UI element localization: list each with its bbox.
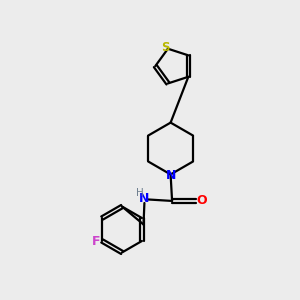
- Text: N: N: [139, 192, 150, 206]
- Text: S: S: [161, 41, 170, 54]
- Text: N: N: [165, 169, 176, 182]
- Text: F: F: [92, 235, 100, 248]
- Text: O: O: [196, 194, 207, 207]
- Text: H: H: [136, 188, 144, 198]
